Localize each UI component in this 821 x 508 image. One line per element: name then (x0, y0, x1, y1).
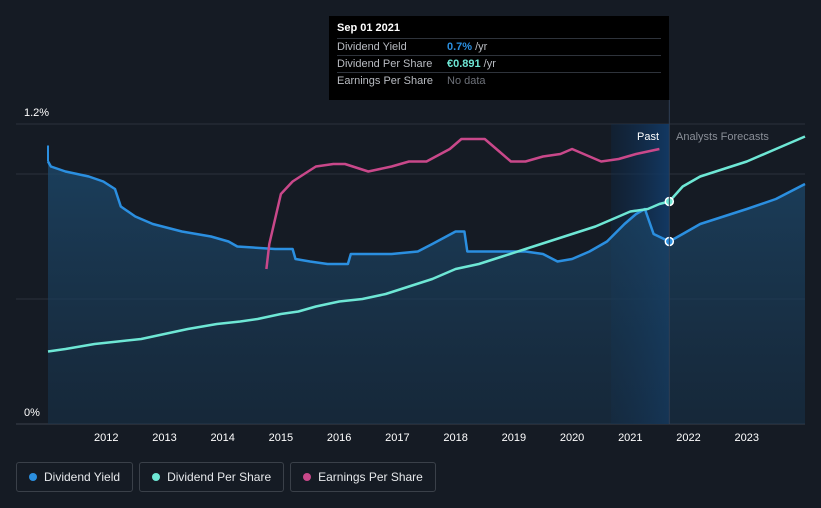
x-tick-label: 2015 (269, 432, 293, 444)
legend-label: Dividend Yield (44, 470, 121, 484)
legend-dividend-per-share[interactable]: Dividend Per Share (139, 462, 285, 492)
legend-label: Dividend Per Share (167, 470, 272, 484)
x-tick-label: 2012 (94, 432, 118, 444)
tooltip-label: Earnings Per Share (337, 75, 433, 87)
earnings-per-share-line (265, 137, 660, 270)
tooltip-unit: /yr (483, 58, 496, 70)
x-tick-label: 2014 (210, 432, 234, 444)
x-tick-label: 2022 (676, 432, 700, 444)
legend-dot-icon (303, 473, 312, 481)
past-label: Past (637, 131, 659, 143)
tooltip-row-earnings-per-share: Earnings Per Share No data (337, 72, 661, 89)
tooltip-row-dividend-per-share: Dividend Per Share €0.891 /yr (337, 55, 661, 72)
x-tick-label: 2016 (327, 432, 351, 444)
tooltip-label: Dividend Yield (337, 41, 407, 53)
dividend-yield-area (48, 161, 805, 424)
x-tick-label: 2023 (735, 432, 759, 444)
dividend-yield-line (46, 160, 806, 266)
tooltip-value: 0.7% (447, 41, 473, 53)
legend-dividend-yield[interactable]: Dividend Yield (16, 462, 134, 492)
x-tick-label: 2017 (385, 432, 409, 444)
legend-earnings-per-share[interactable]: Earnings Per Share (290, 462, 436, 492)
x-tick-label: 2020 (560, 432, 584, 444)
legend-dot-icon (29, 473, 37, 481)
y-axis-min-label: 0% (24, 407, 40, 419)
tooltip-value: €0.891 (447, 58, 481, 70)
legend-dot-icon (152, 473, 161, 481)
tooltip-row-dividend-yield: Dividend Yield 0.7% /yr (337, 38, 661, 55)
x-tick-label: 2021 (618, 432, 642, 444)
analysts-forecasts-label: Analysts Forecasts (676, 131, 769, 143)
tooltip-unit: /yr (475, 41, 488, 53)
tooltip-label: Dividend Per Share (337, 58, 433, 70)
tooltip-value: No data (447, 75, 486, 87)
x-tick-label: 2018 (443, 432, 467, 444)
legend-label: Earnings Per Share (318, 470, 423, 484)
tooltip-date: Sep 01 2021 (337, 22, 400, 34)
x-axis-ticks: 2012 2013 2014 2015 2016 2017 2018 2019 2020 2021… (94, 432, 759, 444)
x-tick-label: 2019 (502, 432, 526, 444)
x-tick-label: 2013 (152, 432, 176, 444)
chart-tooltip: Sep 01 2021 Dividend Yield 0.7% /yr Divi… (329, 16, 669, 100)
y-axis-max-label: 1.2% (24, 107, 49, 119)
chart-legend: Dividend Yield Dividend Per Share Earnin… (16, 462, 436, 492)
